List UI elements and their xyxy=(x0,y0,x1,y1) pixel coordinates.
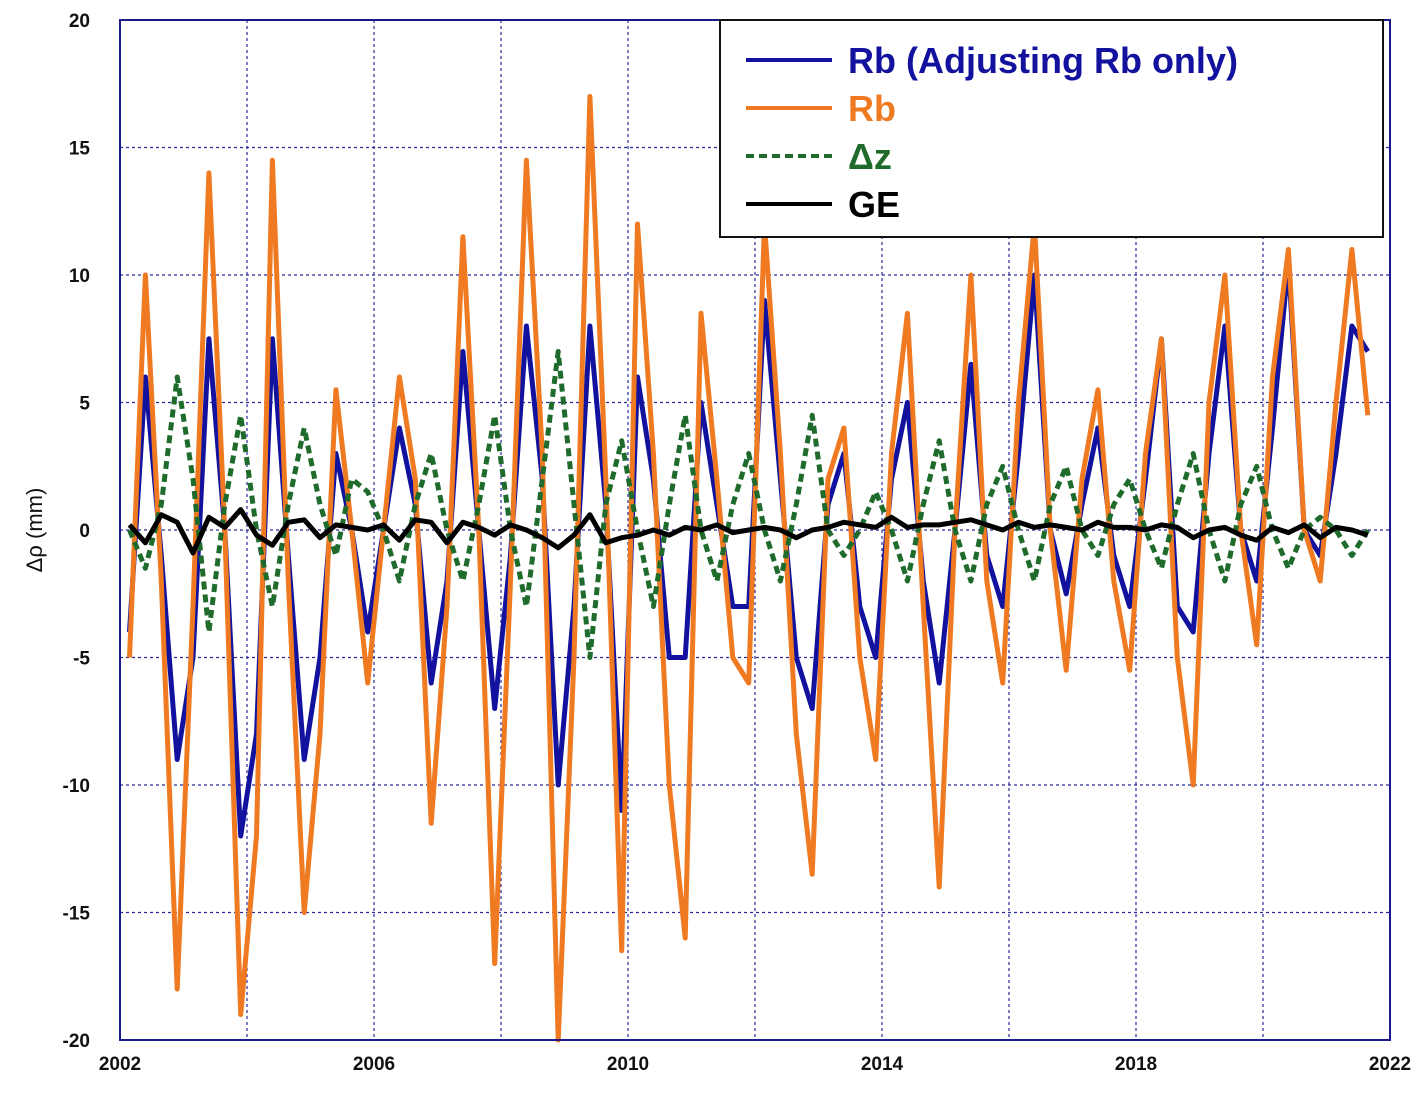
x-tick-label: 2006 xyxy=(353,1054,395,1075)
legend-label: Rb (Adjusting Rb only) xyxy=(848,40,1238,81)
series-line xyxy=(127,507,1369,556)
series-line xyxy=(127,259,1370,839)
y-tick-label: -20 xyxy=(63,1031,90,1052)
x-tick-label: 2002 xyxy=(99,1054,141,1075)
legend-label: GE xyxy=(848,184,900,225)
series-line xyxy=(127,349,1370,660)
x-tick-label: 2022 xyxy=(1369,1054,1411,1075)
x-tick-label: 2018 xyxy=(1115,1054,1157,1075)
y-axis-label: Δρ (mm) xyxy=(22,488,47,573)
legend-label: Δz xyxy=(848,136,892,177)
y-tick-label: -15 xyxy=(63,904,91,925)
x-tick-label: 2014 xyxy=(861,1054,904,1075)
legend-label: Rb xyxy=(848,88,896,129)
y-tick-label: 15 xyxy=(69,139,91,160)
y-tick-label: 5 xyxy=(79,394,90,415)
y-tick-label: -10 xyxy=(63,776,90,797)
series-line xyxy=(127,94,1371,1043)
legend-box xyxy=(719,19,1384,238)
y-tick-label: 20 xyxy=(69,11,90,32)
x-tick-label: 2010 xyxy=(607,1054,649,1075)
y-tick-label: 0 xyxy=(79,521,90,542)
y-tick-label: -5 xyxy=(73,649,90,670)
y-tick-label: 10 xyxy=(69,266,90,287)
